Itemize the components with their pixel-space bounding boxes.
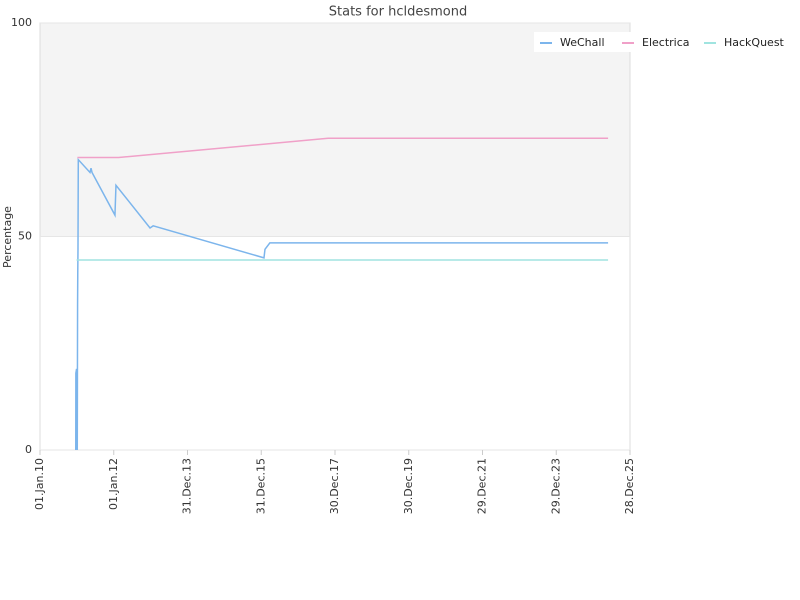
legend-label: HackQuest bbox=[724, 36, 785, 49]
x-tick-label: 30.Dec.17 bbox=[328, 458, 341, 514]
legend-label: Electrica bbox=[642, 36, 690, 49]
series-line bbox=[77, 137, 609, 159]
y-tick-label: 50 bbox=[18, 230, 32, 243]
y-tick-label: 0 bbox=[25, 443, 32, 456]
x-tick-label: 31.Dec.13 bbox=[181, 458, 194, 514]
x-tick-label: 28.Dec.25 bbox=[623, 458, 636, 514]
x-tick-label: 29.Dec.21 bbox=[476, 458, 489, 514]
legend-box bbox=[534, 32, 784, 52]
x-tick-label: 31.Dec.15 bbox=[254, 458, 267, 514]
plot-band bbox=[40, 23, 630, 237]
y-tick-label: 100 bbox=[11, 16, 32, 29]
x-tick-label: 01.Jan.10 bbox=[33, 458, 46, 510]
legend-label: WeChall bbox=[560, 36, 605, 49]
series-line bbox=[75, 157, 609, 451]
y-axis-label: Percentage bbox=[1, 206, 14, 268]
chart-title: Stats for hcldesmond bbox=[329, 5, 467, 20]
x-tick-label: 01.Jan.12 bbox=[107, 458, 120, 510]
x-tick-label: 29.Dec.23 bbox=[549, 458, 562, 514]
x-tick-label: 30.Dec.19 bbox=[402, 458, 415, 514]
